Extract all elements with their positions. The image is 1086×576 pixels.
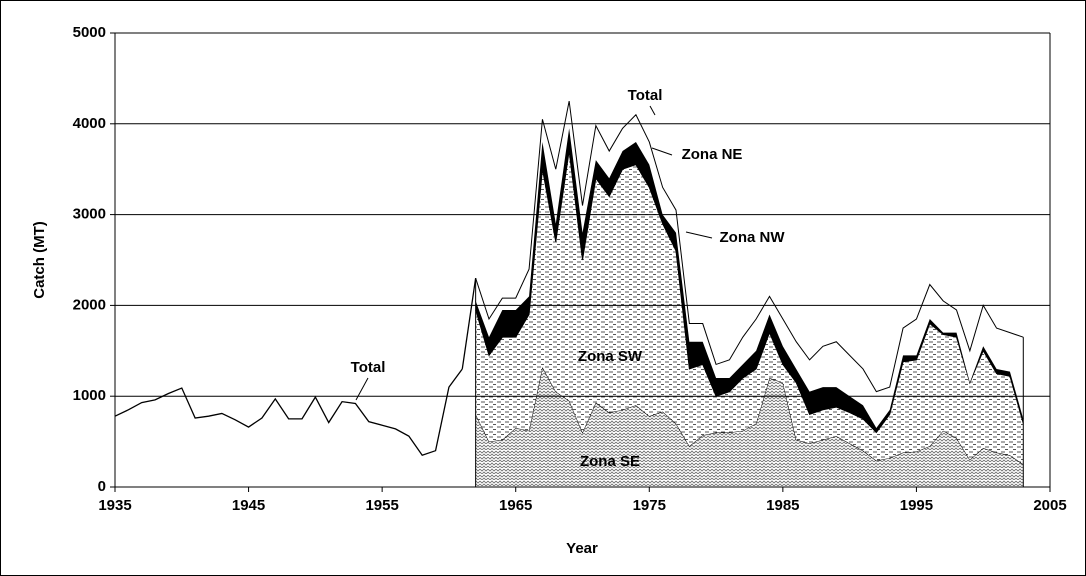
leader-line — [355, 377, 369, 401]
x-tick-label: 1935 — [98, 497, 131, 514]
y-tick-label: 4000 — [73, 115, 106, 132]
series-label: Total — [628, 87, 663, 104]
x-tick-label: 1995 — [900, 497, 933, 514]
y-tick-label: 1000 — [73, 387, 106, 404]
area-top — [475, 101, 1024, 393]
area-fill — [475, 128, 1024, 433]
leader-line — [685, 231, 713, 239]
area-fill — [475, 151, 1024, 465]
y-tick-label: 2000 — [73, 296, 106, 313]
total-line — [114, 368, 463, 456]
y-tick-label: 0 — [98, 478, 106, 495]
series-label: Zona NW — [720, 229, 786, 246]
series-label: Zona NE — [682, 146, 743, 163]
y-tick-label: 3000 — [73, 206, 106, 223]
series-label: Total — [351, 359, 386, 376]
series-label: Zona SW — [578, 348, 643, 365]
series-label: Zona SE — [580, 453, 640, 470]
y-axis-title: Catch (MT) — [31, 221, 48, 299]
x-tick-label: 1985 — [766, 497, 799, 514]
x-tick-label: 1955 — [365, 497, 398, 514]
x-tick-label: 2005 — [1033, 497, 1066, 514]
x-axis-title: Year — [566, 540, 598, 557]
leader-line — [651, 147, 673, 156]
y-tick-label: 5000 — [73, 24, 106, 41]
x-tick-label: 1975 — [633, 497, 666, 514]
x-tick-label: 1945 — [232, 497, 265, 514]
leader-line — [649, 105, 656, 116]
x-tick-label: 1965 — [499, 497, 532, 514]
connector — [461, 278, 477, 370]
